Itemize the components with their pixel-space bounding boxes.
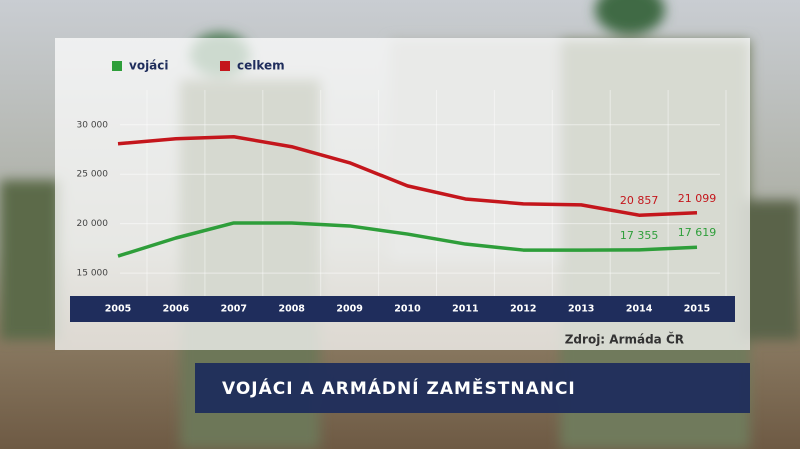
- data-label: 21 099: [678, 192, 717, 205]
- source: Zdroj: Armáda ČR: [565, 332, 684, 347]
- x-tick-label: 2012: [510, 304, 536, 315]
- data-label: 17 355: [620, 229, 659, 242]
- chart-title: VOJÁCI A ARMÁDNÍ ZAMĚSTNANCI: [222, 377, 576, 399]
- x-tick-label: 2013: [568, 304, 594, 315]
- y-tick-label: 25 000: [77, 170, 109, 180]
- y-tick-label: 30 000: [77, 120, 109, 130]
- x-tick-label: 2008: [278, 304, 305, 315]
- title-banner: [195, 363, 750, 413]
- x-tick-label: 2009: [336, 304, 362, 315]
- series-line: [117, 221, 698, 258]
- plot: 15 000 20 000 25 000 30 000 2005 2006 2007 2008…: [77, 59, 727, 315]
- x-tick-label: 2010: [394, 304, 421, 315]
- y-tick-label: 20 000: [77, 219, 109, 229]
- x-tick-label: 2005: [105, 304, 131, 315]
- series-line: [117, 134, 698, 217]
- x-tick-label: 2007: [221, 304, 247, 315]
- data-label: 20 857: [620, 194, 659, 207]
- y-tick-label: 15 000: [77, 269, 109, 279]
- legend-label: celkem: [237, 59, 285, 73]
- x-tick-label: 2015: [684, 304, 710, 315]
- x-tick-label: 2014: [626, 304, 653, 315]
- x-axis-band: [70, 296, 735, 322]
- x-tick-label: 2006: [163, 304, 190, 315]
- legend-swatch: [112, 61, 122, 71]
- data-label: 17 619: [678, 226, 717, 239]
- x-tick-label: 2011: [452, 304, 478, 315]
- legend-label: vojáci: [129, 59, 169, 73]
- legend-swatch: [220, 61, 230, 71]
